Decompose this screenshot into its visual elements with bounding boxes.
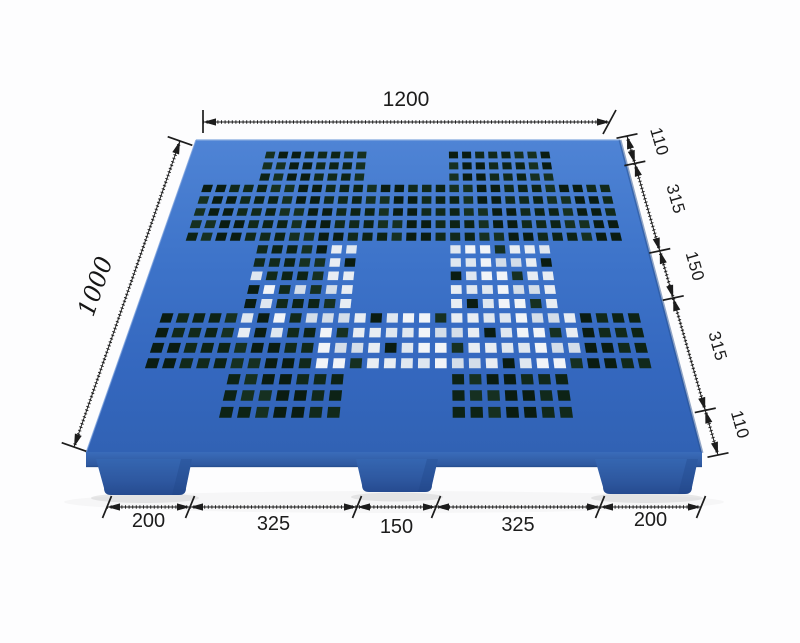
dim-right-label-2: 150: [682, 249, 708, 283]
dim-bottom-label-2: 150: [380, 516, 413, 538]
pallet-graphic: [85, 139, 704, 495]
dim-left-label: 1000: [72, 253, 118, 320]
dim-top-label: 1200: [383, 88, 430, 111]
dim-right-label-0: 110: [646, 125, 672, 158]
dim-bottom-label-0: 200: [132, 510, 165, 532]
dim-bottom-label-4: 200: [634, 509, 667, 531]
dim-bottom-label-3: 325: [501, 514, 534, 536]
dim-right-label-4: 110: [727, 408, 753, 441]
dim-right-label-3: 315: [704, 329, 730, 363]
dim-right-label-1: 315: [662, 182, 688, 216]
dimension-labels: 1200 1000 110 315 150 315 110 200 325 15…: [72, 88, 753, 538]
dimension-lines: [61, 109, 729, 519]
dim-bottom-label-1: 325: [257, 513, 290, 535]
